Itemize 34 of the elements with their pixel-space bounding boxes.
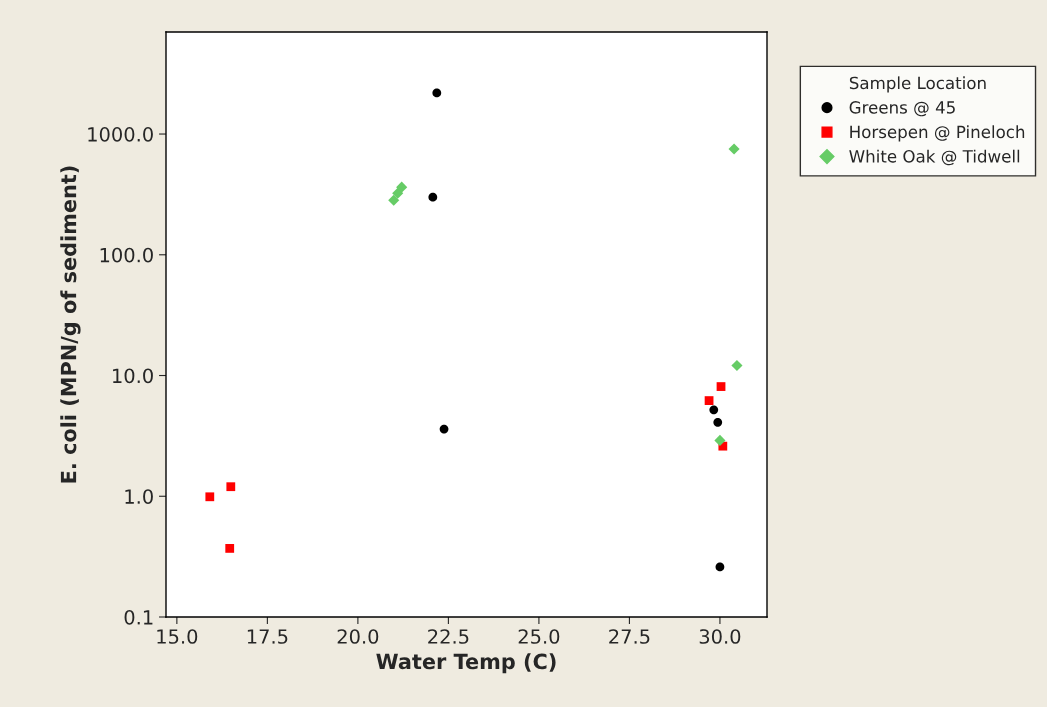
legend-label: Horsepen @ Pineloch — [850, 125, 1025, 142]
y-tick-label: 1.0 — [125, 489, 153, 504]
point — [388, 194, 400, 206]
point — [714, 434, 726, 446]
point — [432, 88, 442, 98]
point — [439, 424, 449, 434]
legend-label: White Oak @ Tidwell — [849, 149, 1020, 166]
y-tick-label: 100.0 — [100, 247, 153, 263]
point — [728, 143, 740, 155]
point — [226, 482, 236, 492]
point — [704, 396, 714, 405]
point — [715, 562, 725, 572]
x-tick-label: 17.5 — [247, 629, 288, 644]
x-tick-label: 25.0 — [518, 629, 560, 644]
legend-label: Greens @ 45 — [849, 101, 955, 117]
x-tick-label: 15.0 — [157, 629, 198, 644]
x-tick-label: 22.5 — [428, 629, 469, 644]
y-tick-label: 1000.0 — [88, 126, 153, 142]
point — [205, 492, 215, 502]
y-axis-title: E. coli (MPN/g of sediment) — [60, 166, 81, 483]
x-tick-label: 27.5 — [609, 629, 650, 644]
x-tick-label: 30.0 — [699, 629, 741, 644]
point — [709, 405, 719, 415]
point — [716, 382, 726, 391]
x-tick-label: 20.0 — [337, 629, 379, 644]
y-tick-label: 10.0 — [113, 368, 153, 384]
point — [713, 417, 723, 427]
point — [731, 359, 743, 372]
legend-title: Sample Location — [849, 76, 986, 93]
point — [428, 192, 438, 202]
x-axis-title: Water Temp (C) — [376, 653, 556, 674]
point — [225, 544, 235, 553]
point — [396, 181, 408, 193]
y-tick-label: 0.1 — [124, 609, 153, 625]
